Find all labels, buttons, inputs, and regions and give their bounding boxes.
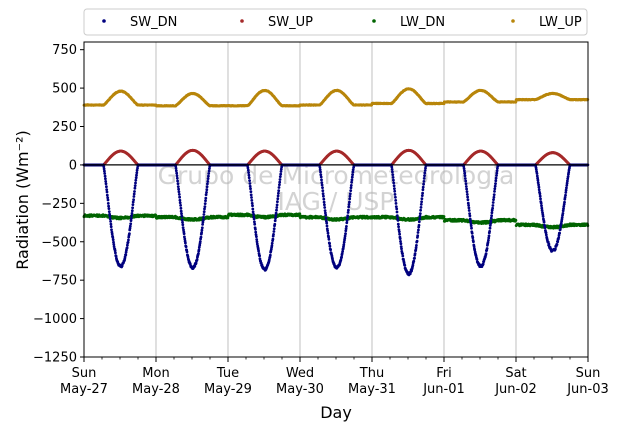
data-point xyxy=(181,220,184,224)
data-point xyxy=(177,187,181,191)
data-point xyxy=(128,224,132,228)
data-point xyxy=(132,195,136,198)
data-point xyxy=(514,219,518,222)
data-point xyxy=(133,186,137,190)
data-point xyxy=(180,214,184,218)
data-point xyxy=(175,176,179,180)
data-point xyxy=(105,188,109,192)
data-point xyxy=(133,184,137,188)
data-point xyxy=(105,185,108,189)
grid-lines xyxy=(155,42,517,357)
data-point xyxy=(129,222,133,226)
data-point xyxy=(104,182,108,186)
data-point xyxy=(134,178,138,182)
data-point xyxy=(132,192,136,196)
data-point xyxy=(132,198,136,202)
data-point xyxy=(178,198,182,202)
data-point xyxy=(104,177,107,181)
data-point xyxy=(179,206,183,210)
data-point xyxy=(179,209,183,213)
data-point xyxy=(180,218,184,222)
data-point xyxy=(174,169,178,173)
data-point xyxy=(106,202,110,205)
plot-area xyxy=(84,42,588,357)
data-point xyxy=(178,195,182,199)
data-point xyxy=(130,214,134,218)
data-point xyxy=(131,206,135,210)
data-point xyxy=(108,217,112,221)
data-point xyxy=(177,190,181,194)
data-point xyxy=(127,232,131,236)
data-point xyxy=(131,203,135,207)
data-point xyxy=(103,172,107,175)
data-point xyxy=(114,251,117,255)
series-lw-up xyxy=(82,87,590,108)
data-point xyxy=(107,207,111,211)
data-point xyxy=(174,166,178,170)
data-point xyxy=(181,223,185,227)
data-point xyxy=(125,246,129,250)
data-point xyxy=(130,212,134,215)
data-point xyxy=(103,174,107,178)
data-point xyxy=(129,217,133,220)
data-point xyxy=(175,171,179,175)
data-point xyxy=(106,198,110,202)
data-point xyxy=(182,232,186,236)
data-point xyxy=(107,204,110,208)
data-point xyxy=(111,238,115,242)
data-point xyxy=(134,176,138,180)
data-point xyxy=(108,214,112,218)
data-point xyxy=(109,222,113,226)
data-point xyxy=(176,179,180,183)
data-point xyxy=(126,238,130,242)
data-point xyxy=(109,220,112,223)
data-point xyxy=(134,181,137,185)
data-point xyxy=(105,193,109,197)
data-point xyxy=(442,215,446,218)
data-point xyxy=(133,190,136,193)
data-point xyxy=(103,169,106,173)
data-point xyxy=(130,209,134,213)
data-point xyxy=(107,210,111,214)
data-point xyxy=(135,173,138,177)
watermark-line-2: IAG / USP xyxy=(278,187,395,216)
data-point xyxy=(176,185,180,189)
data-point xyxy=(180,212,183,216)
series-layer xyxy=(82,87,590,277)
data-point xyxy=(135,171,139,175)
data-point xyxy=(124,253,128,257)
data-point xyxy=(179,204,183,207)
data-point xyxy=(177,193,181,196)
data-point xyxy=(105,190,109,194)
data-point xyxy=(175,174,179,178)
data-point xyxy=(104,180,108,183)
data-point xyxy=(298,212,302,216)
data-point xyxy=(176,182,180,186)
data-point xyxy=(184,241,187,245)
data-point xyxy=(178,201,182,205)
data-point xyxy=(109,225,113,229)
